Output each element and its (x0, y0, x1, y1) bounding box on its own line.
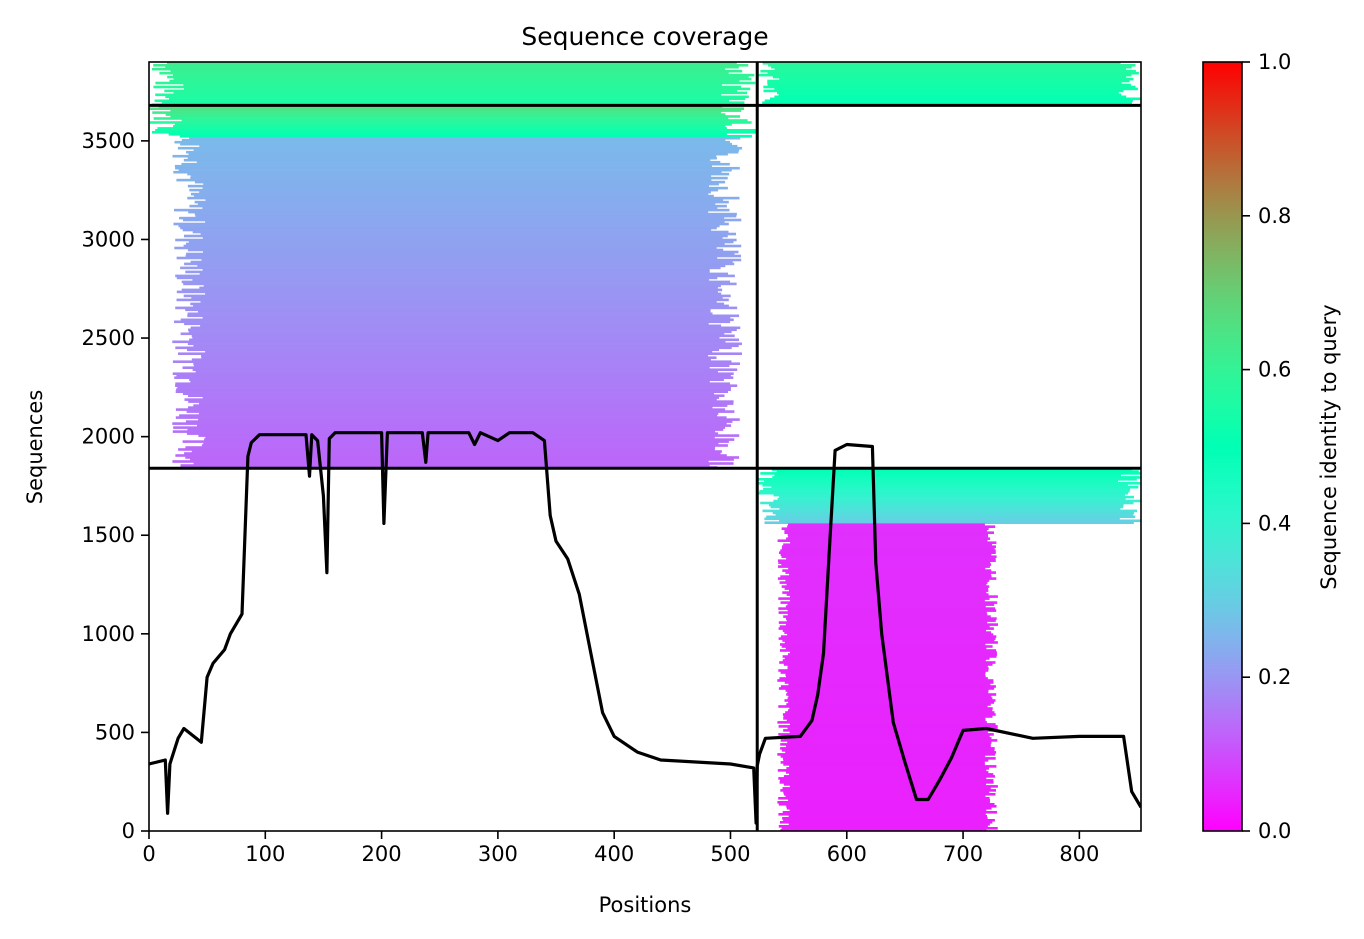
x-tick-label: 500 (710, 842, 750, 866)
colorbar-tick-label: 0.4 (1258, 511, 1291, 535)
segment-dividers (149, 62, 1141, 831)
x-tick-label: 600 (827, 842, 867, 866)
colorbar-tick-label: 0.2 (1258, 665, 1291, 689)
colorbar: 0.0 0.2 0.4 0.6 0.8 1.0 (1202, 50, 1291, 843)
x-tick-label: 300 (478, 842, 518, 866)
x-tick-label: 100 (245, 842, 285, 866)
colorbar-gradient (1202, 61, 1243, 832)
x-tick-label: 200 (362, 842, 402, 866)
coverage-block (777, 523, 998, 831)
x-tick-label: 0 (142, 842, 155, 866)
y-tick-label: 3500 (82, 129, 135, 153)
y-tick-label: 1000 (82, 622, 135, 646)
x-tick-label: 800 (1059, 842, 1099, 866)
colorbar-tick-label: 0.8 (1258, 204, 1291, 228)
coverage-block (172, 136, 743, 469)
y-tick-label: 0 (122, 819, 135, 843)
coverage-heatmap (149, 62, 1141, 831)
colorbar-tick-label: 1.0 (1258, 50, 1291, 74)
y-axis-label: Sequences (23, 390, 47, 505)
colorbar-tick-label: 0.0 (1258, 819, 1291, 843)
y-tick-label: 2000 (82, 425, 135, 449)
x-tick-label: 700 (943, 842, 983, 866)
y-tick-label: 2500 (82, 326, 135, 350)
x-axis-label: Positions (599, 893, 692, 917)
y-tick-label: 3000 (82, 227, 135, 251)
coverage-block (758, 62, 1141, 106)
coverage-block (149, 105, 757, 138)
plot-frame (148, 61, 1142, 832)
y-tick-label: 1500 (82, 523, 135, 547)
y-tick-label: 500 (95, 720, 135, 744)
coverage-line (149, 431, 1141, 825)
coverage-block (151, 62, 756, 106)
coverage-block (757, 468, 1141, 524)
colorbar-tick-label: 0.6 (1258, 358, 1291, 382)
chart-title: Sequence coverage (521, 22, 768, 51)
colorbar-label: Sequence identity to query (1317, 304, 1341, 589)
y-axis: 0 500 1000 1500 2000 2500 3000 3500 (82, 129, 149, 843)
x-axis: 0 100 200 300 400 500 600 700 800 (142, 831, 1099, 866)
x-tick-label: 400 (594, 842, 634, 866)
